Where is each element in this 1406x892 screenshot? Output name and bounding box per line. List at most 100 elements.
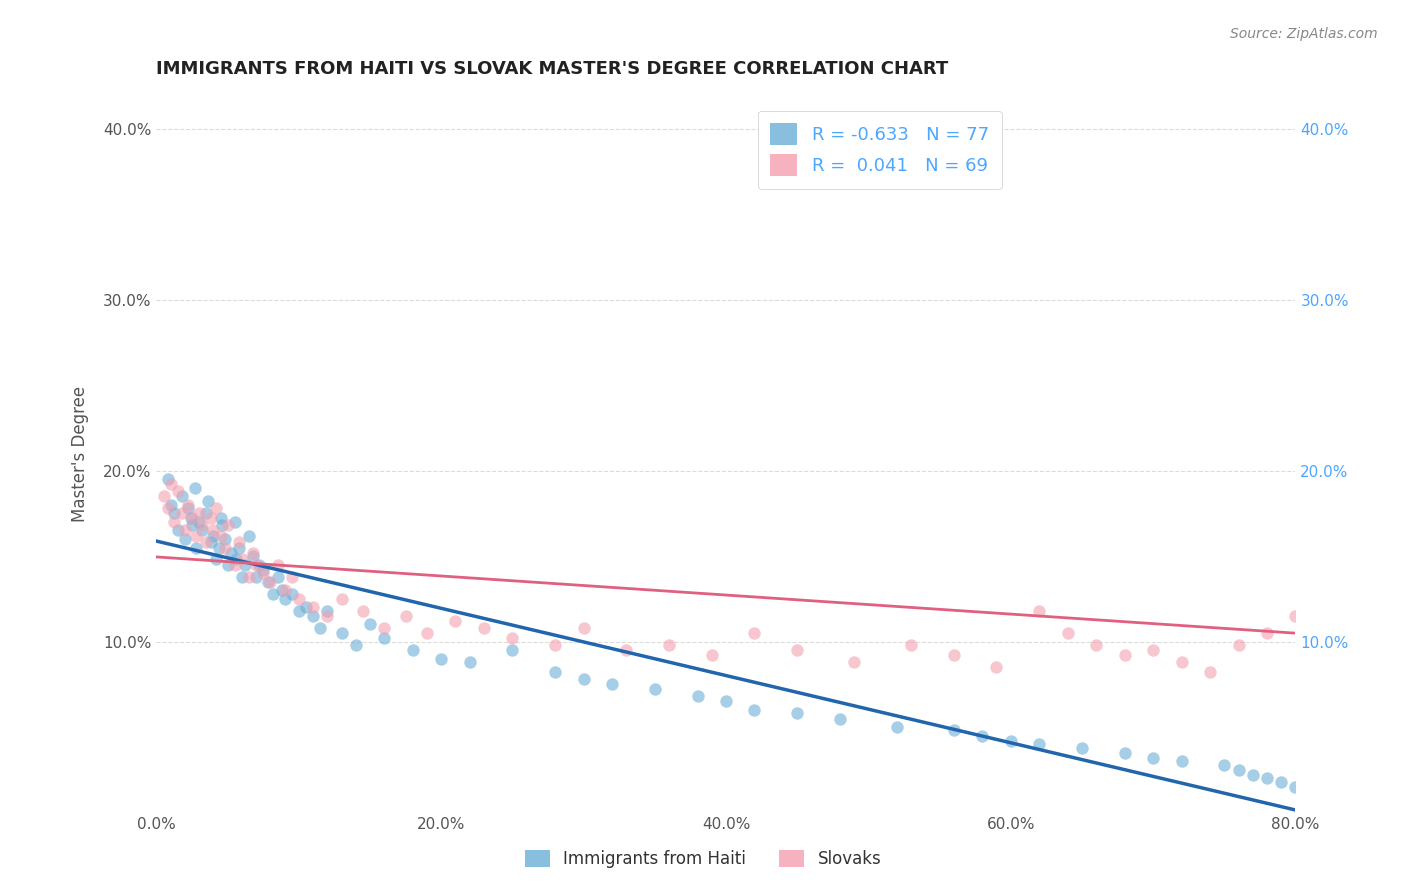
Point <box>359 617 381 632</box>
Point <box>256 574 278 589</box>
Point <box>172 506 194 520</box>
Point <box>202 524 225 538</box>
Point <box>262 587 284 601</box>
Point <box>316 604 339 618</box>
Point <box>786 706 808 721</box>
Point <box>228 535 250 549</box>
Point <box>252 566 274 581</box>
Point <box>181 511 204 525</box>
Point <box>238 528 260 542</box>
Point <box>600 677 623 691</box>
Point <box>224 558 246 572</box>
Point <box>352 604 374 618</box>
Point <box>1313 597 1336 611</box>
Point <box>1241 768 1264 782</box>
Point <box>184 481 207 495</box>
Point <box>501 631 523 645</box>
Point <box>191 518 214 533</box>
Point <box>181 518 204 533</box>
Point <box>159 477 181 491</box>
Point <box>744 626 766 640</box>
Point <box>1284 780 1306 794</box>
Text: Source: ZipAtlas.com: Source: ZipAtlas.com <box>1230 27 1378 41</box>
Point <box>1227 763 1250 777</box>
Point <box>162 506 184 520</box>
Point <box>219 546 242 560</box>
Point <box>270 583 292 598</box>
Legend: Immigrants from Haiti, Slovaks: Immigrants from Haiti, Slovaks <box>517 843 889 875</box>
Point <box>614 643 637 657</box>
Point <box>1028 604 1050 618</box>
Point <box>231 569 253 583</box>
Point <box>572 621 595 635</box>
Point <box>224 515 246 529</box>
Point <box>273 591 295 606</box>
Y-axis label: Master's Degree: Master's Degree <box>72 385 89 522</box>
Point <box>156 472 179 486</box>
Point <box>686 690 709 704</box>
Point <box>205 501 228 516</box>
Point <box>156 501 179 516</box>
Point <box>373 621 395 635</box>
Point <box>316 608 339 623</box>
Point <box>444 614 467 628</box>
Point <box>458 655 481 669</box>
Point <box>972 729 994 743</box>
Point <box>302 600 325 615</box>
Point <box>162 515 184 529</box>
Point <box>200 511 222 525</box>
Point <box>188 506 211 520</box>
Point <box>1284 608 1306 623</box>
Point <box>205 552 228 566</box>
Point <box>302 608 325 623</box>
Point <box>1028 737 1050 751</box>
Point <box>233 558 256 572</box>
Point <box>572 672 595 686</box>
Point <box>200 535 222 549</box>
Point <box>1000 733 1022 747</box>
Point <box>544 638 567 652</box>
Point <box>186 528 208 542</box>
Point <box>266 569 288 583</box>
Point <box>1256 626 1278 640</box>
Point <box>197 494 219 508</box>
Point <box>209 528 232 542</box>
Legend: R = -0.633   N = 77, R =  0.041   N = 69: R = -0.633 N = 77, R = 0.041 N = 69 <box>758 111 1001 189</box>
Point <box>786 643 808 657</box>
Point <box>344 638 367 652</box>
Point <box>942 648 965 663</box>
Point <box>330 626 353 640</box>
Point <box>714 694 737 708</box>
Point <box>177 501 200 516</box>
Point <box>1227 638 1250 652</box>
Point <box>295 600 318 615</box>
Point <box>1199 665 1222 680</box>
Point <box>191 524 214 538</box>
Point <box>214 541 236 555</box>
Point <box>330 591 353 606</box>
Point <box>195 535 218 549</box>
Point <box>309 621 332 635</box>
Point <box>1369 604 1392 618</box>
Point <box>245 569 267 583</box>
Point <box>208 541 231 555</box>
Point <box>266 558 288 572</box>
Point <box>1384 207 1406 221</box>
Point <box>842 655 865 669</box>
Point <box>159 498 181 512</box>
Point <box>252 563 274 577</box>
Point <box>942 723 965 738</box>
Point <box>217 518 239 533</box>
Point <box>186 541 208 555</box>
Point <box>1327 638 1350 652</box>
Point <box>166 484 188 499</box>
Point <box>373 631 395 645</box>
Point <box>1170 754 1192 768</box>
Point <box>202 528 225 542</box>
Point <box>225 552 247 566</box>
Point <box>700 648 723 663</box>
Point <box>238 569 260 583</box>
Point <box>430 651 453 665</box>
Text: IMMIGRANTS FROM HAITI VS SLOVAK MASTER'S DEGREE CORRELATION CHART: IMMIGRANTS FROM HAITI VS SLOVAK MASTER'S… <box>156 60 949 78</box>
Point <box>211 518 233 533</box>
